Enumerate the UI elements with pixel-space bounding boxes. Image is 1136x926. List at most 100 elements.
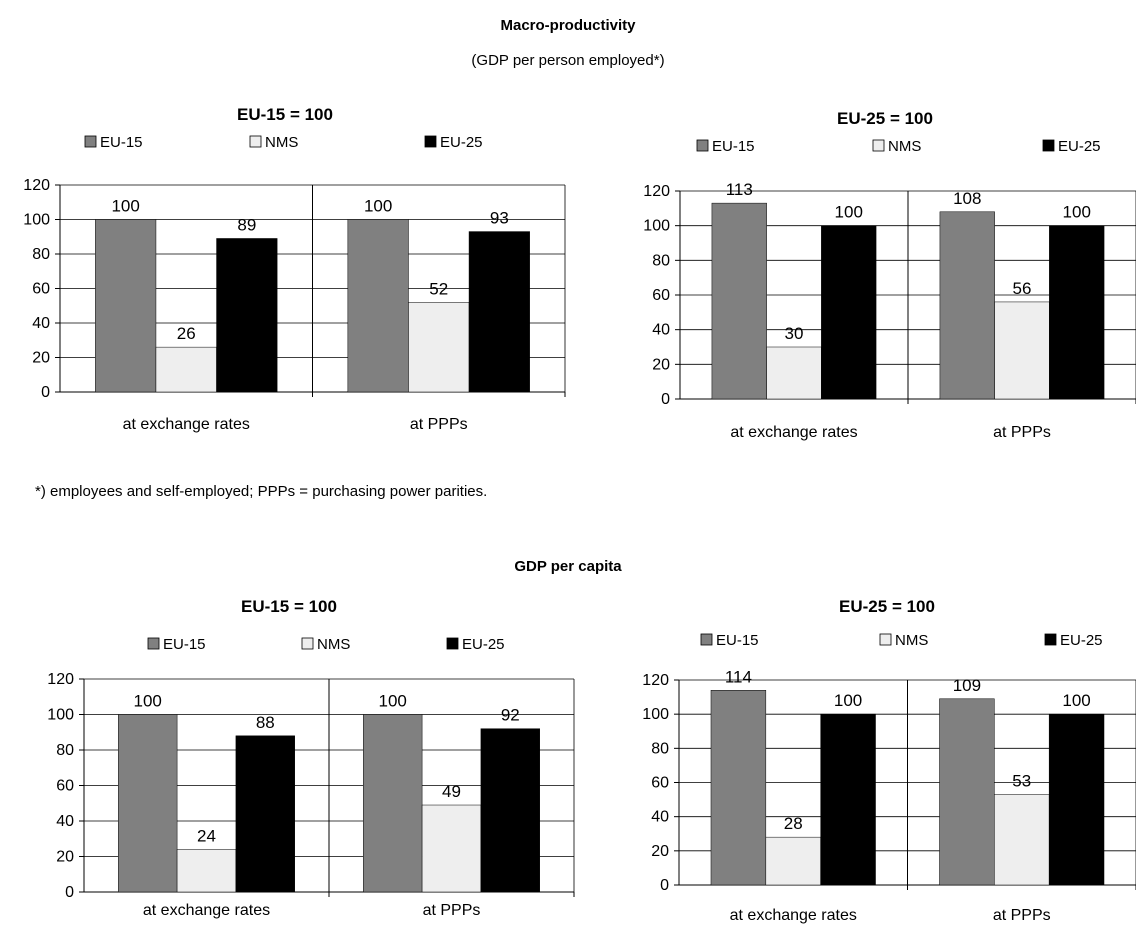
y-tick-label: 120 — [643, 183, 670, 200]
x-category-label: at exchange rates — [123, 416, 250, 433]
data-label: 109 — [953, 676, 981, 695]
legend-swatch-eu-15 — [84, 135, 97, 148]
data-label: 100 — [835, 203, 863, 222]
bar-eu-15 — [118, 714, 178, 893]
y-tick-label: 40 — [652, 322, 670, 339]
bar-eu-25 — [480, 728, 540, 893]
bar-eu-15 — [347, 219, 409, 393]
y-tick-label: 120 — [47, 671, 74, 688]
x-category-label: at exchange rates — [730, 907, 857, 924]
data-label: 52 — [429, 279, 448, 298]
legend-label: EU-15 — [712, 138, 755, 155]
y-tick-label: 80 — [652, 252, 670, 269]
y-tick-label: 20 — [32, 350, 50, 367]
bar-eu-25 — [820, 713, 876, 886]
legend-label: EU-25 — [1060, 632, 1103, 649]
data-label: 92 — [501, 706, 520, 725]
legend-swatch-eu-15 — [700, 633, 713, 646]
bar-eu-15 — [711, 202, 767, 400]
data-label: 49 — [442, 782, 461, 801]
bar-eu-15 — [939, 211, 995, 400]
chart-title: EU-25 = 100 — [837, 109, 933, 128]
section-subtitle: (GDP per person employed*) — [471, 52, 665, 69]
data-label: 24 — [197, 826, 216, 845]
legend-swatch-nms — [249, 135, 262, 148]
bar-eu-25 — [216, 238, 278, 393]
bar-eu-25 — [821, 225, 877, 400]
y-tick-label: 40 — [32, 315, 50, 332]
y-tick-label: 0 — [660, 877, 669, 894]
bar-eu-15 — [95, 219, 157, 393]
data-label: 89 — [237, 215, 256, 234]
legend-swatch-nms — [879, 633, 892, 646]
section-title-macro-productivity: Macro-productivity — [500, 17, 636, 34]
data-label: 93 — [490, 209, 509, 228]
y-tick-label: 20 — [652, 356, 670, 373]
y-tick-label: 120 — [642, 672, 669, 689]
data-label: 100 — [1063, 203, 1091, 222]
bar-nms — [176, 849, 237, 893]
x-category-label: at PPPs — [410, 416, 468, 433]
y-tick-label: 120 — [23, 177, 50, 194]
data-label: 26 — [177, 324, 196, 343]
legend-swatch-eu-25 — [446, 637, 459, 650]
section-title-gdp-per-capita: GDP per capita — [514, 558, 622, 575]
legend-label: EU-15 — [163, 636, 206, 653]
bar-nms — [766, 346, 822, 400]
y-tick-label: 100 — [23, 212, 50, 229]
legend-label: EU-15 — [716, 632, 759, 649]
chart-gdp-eu15: EU-15 = 100 EU-15 NMS EU-25 0 20 40 60 80 100 120 a… — [47, 597, 575, 919]
chart-gdp-eu25: EU-25 = 100 EU-15 NMS EU-25 0 20 40 60 80 100 120 a… — [642, 597, 1136, 924]
y-tick-label: 60 — [32, 281, 50, 298]
y-tick-label: 80 — [56, 742, 74, 759]
bar-nms — [155, 346, 217, 393]
chart-title: EU-15 = 100 — [237, 105, 333, 124]
legend-label: NMS — [317, 636, 350, 653]
chart-macro-eu15: EU-15 = 100 EU-15 NMS EU-25 0 20 40 60 80 100 120 a… — [23, 105, 566, 433]
bar-eu-15 — [363, 714, 423, 893]
legend-swatch-nms — [301, 637, 314, 650]
data-label: 100 — [134, 692, 162, 711]
y-tick-label: 60 — [651, 775, 669, 792]
legend-swatch-eu-25 — [424, 135, 437, 148]
bar-eu-25 — [468, 231, 530, 393]
y-tick-label: 20 — [651, 843, 669, 860]
footnote: *) employees and self-employed; PPPs = p… — [35, 483, 488, 500]
y-tick-label: 0 — [41, 384, 50, 401]
data-label: 100 — [379, 692, 407, 711]
bar-eu-25 — [1049, 225, 1105, 400]
x-category-label: at PPPs — [993, 907, 1051, 924]
data-label: 114 — [725, 667, 752, 686]
legend-swatch-eu-15 — [147, 637, 160, 650]
data-label: 100 — [834, 691, 862, 710]
bar-nms — [994, 794, 1050, 886]
y-tick-label: 40 — [651, 809, 669, 826]
y-tick-label: 60 — [56, 778, 74, 795]
data-label: 113 — [726, 180, 753, 199]
y-tick-label: 80 — [651, 740, 669, 757]
chart-title: EU-25 = 100 — [839, 597, 935, 616]
y-tick-label: 80 — [32, 246, 50, 263]
bar-nms — [765, 836, 821, 886]
bar-nms — [994, 301, 1050, 400]
legend-label: EU-25 — [440, 134, 483, 151]
y-tick-label: 100 — [642, 706, 669, 723]
legend-label: NMS — [888, 138, 921, 155]
x-category-label: at exchange rates — [730, 424, 857, 441]
data-label: 100 — [111, 197, 139, 216]
chart-title: EU-15 = 100 — [241, 597, 337, 616]
x-category-label: at PPPs — [423, 902, 481, 919]
data-label: 30 — [785, 324, 804, 343]
bar-nms — [421, 804, 482, 893]
bar-eu-15 — [710, 690, 767, 886]
legend-label: EU-15 — [100, 134, 143, 151]
legend-swatch-eu-25 — [1042, 139, 1055, 152]
legend-label: EU-25 — [1058, 138, 1101, 155]
data-label: 100 — [364, 197, 392, 216]
x-category-label: at exchange rates — [143, 902, 270, 919]
data-label: 88 — [256, 713, 275, 732]
data-label: 100 — [1062, 691, 1090, 710]
y-tick-label: 100 — [643, 218, 670, 235]
bar-nms — [408, 302, 470, 393]
legend-label: EU-25 — [462, 636, 505, 653]
